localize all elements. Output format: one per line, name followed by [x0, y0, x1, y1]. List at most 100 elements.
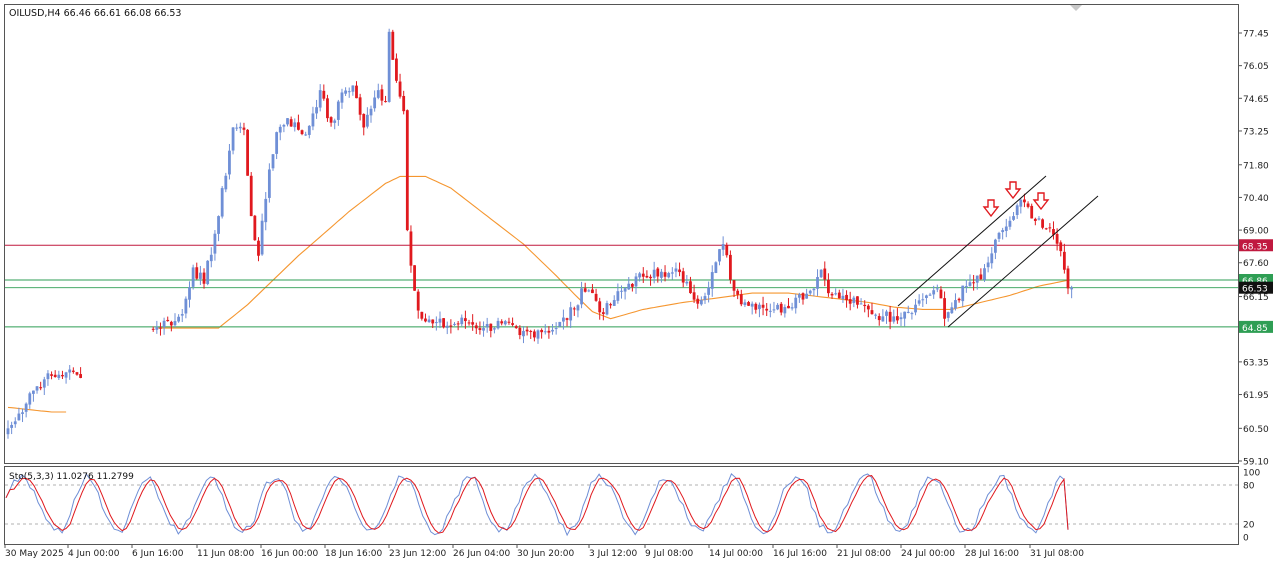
candle-body [184, 298, 188, 314]
candle-body [267, 169, 271, 198]
price-tick-label: 63.35 [1243, 358, 1269, 368]
candle-body [289, 119, 293, 127]
candle-body [707, 287, 711, 295]
candle-body [968, 282, 972, 286]
stoch-tick-label: 80 [1243, 482, 1255, 492]
candle-body [845, 294, 848, 301]
candle-body [634, 276, 638, 287]
candle-body [834, 293, 838, 295]
candles [6, 28, 1074, 439]
candle-body [787, 305, 790, 309]
down-arrow-icon[interactable] [982, 199, 1000, 218]
candle-body [249, 175, 253, 217]
candle-body [463, 318, 467, 322]
candle-body [1004, 226, 1008, 231]
candle-body [1041, 219, 1044, 228]
scroll-marker-icon[interactable] [1070, 5, 1082, 11]
candle-body [53, 374, 57, 378]
candle-body [442, 318, 446, 328]
candle-body [326, 98, 329, 119]
channel-lower-line[interactable] [947, 195, 1099, 328]
candle-body [35, 386, 39, 391]
candle-body [649, 276, 652, 279]
candle-body [438, 318, 442, 323]
candle-body [318, 90, 322, 108]
candle-body [609, 304, 613, 306]
candle-body [340, 92, 344, 103]
candle-body [209, 254, 213, 262]
price-tick-label: 66.15 [1243, 293, 1269, 303]
price-tick-label: 77.45 [1243, 30, 1269, 40]
candle-body [906, 311, 910, 313]
candle-body [460, 317, 464, 325]
annotations[interactable] [897, 175, 1099, 328]
candle-body [482, 328, 485, 331]
candle-body [681, 271, 685, 283]
candle-body [507, 321, 511, 323]
candle-body [155, 326, 159, 330]
candle-body [1048, 227, 1052, 229]
time-tick-label: 18 Jun 16:00 [325, 549, 382, 559]
candle-body [558, 321, 562, 327]
candle-body [986, 262, 990, 268]
candle-body [797, 294, 801, 298]
candle-body [990, 253, 994, 264]
down-arrow-icon[interactable] [1004, 181, 1022, 200]
candle-body [1059, 242, 1063, 252]
candle-body [877, 316, 881, 321]
candle-body [812, 288, 816, 291]
candle-body [739, 294, 743, 305]
candle-body [206, 260, 210, 285]
candle-body [761, 304, 765, 308]
candle-body [10, 424, 14, 428]
candle-body [79, 374, 83, 378]
candle-body [351, 85, 355, 92]
time-tick-label: 23 Jun 12:00 [389, 549, 446, 559]
stoch-d-line [5, 475, 1069, 534]
candle-body [159, 327, 162, 329]
candle-body [870, 310, 874, 315]
candle-body [718, 249, 721, 262]
candle-body [380, 89, 384, 101]
candle-body [246, 129, 249, 176]
candle-body [736, 290, 740, 295]
candle-body [13, 421, 17, 425]
time-axis: 30 May 2025 4 Jun 00:00 6 Jun 16:00 11 Jun … [4, 544, 1084, 559]
candle-body [511, 323, 514, 325]
candle-body [848, 299, 852, 304]
candle-body [852, 297, 856, 303]
candle-body [17, 413, 21, 421]
candle-body [1044, 228, 1048, 230]
candle-body [816, 277, 819, 289]
candle-body [1030, 205, 1034, 219]
channel-upper-line[interactable] [897, 175, 1047, 307]
candle-body [983, 268, 986, 280]
candle-body [917, 300, 921, 304]
candle-body [478, 328, 482, 331]
level-label-bg [1239, 320, 1273, 333]
candle-body [64, 372, 68, 378]
time-tick-label: 16 Jun 00:00 [261, 549, 318, 559]
candle-body [427, 319, 431, 323]
candle-body [24, 403, 28, 412]
price-tick-label: 60.50 [1243, 425, 1269, 435]
price-tick-label: 74.65 [1243, 95, 1269, 105]
candle-body [228, 150, 231, 175]
candle-body [21, 412, 24, 414]
ma-line [7, 406, 67, 413]
candle-body [543, 331, 547, 333]
candle-body [562, 317, 565, 322]
down-arrow-icon[interactable] [1032, 192, 1050, 211]
candle-body [776, 304, 779, 310]
current-price-label-text: 66.53 [1242, 285, 1268, 295]
candle-body [496, 320, 500, 329]
candle-body [743, 302, 747, 305]
candle-body [899, 317, 903, 320]
candle-body [598, 301, 602, 313]
candle-body [405, 110, 409, 231]
candle-body [645, 275, 649, 278]
candle-body [943, 298, 946, 319]
candle-body [696, 298, 700, 304]
